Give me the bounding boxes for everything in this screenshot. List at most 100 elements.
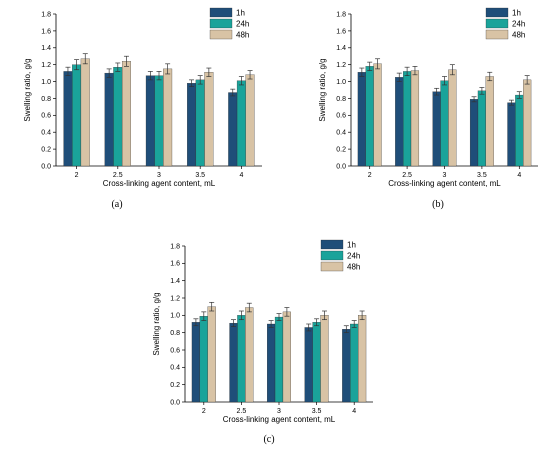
y-tick-label: 1.0 — [170, 313, 180, 320]
bar-48h-3.5 — [485, 76, 494, 167]
legend-swatch-48h — [320, 261, 344, 272]
legend-label-24h: 24h — [236, 20, 249, 29]
y-tick-label: 0.4 — [41, 130, 51, 137]
bar-24h-2.5 — [237, 315, 246, 403]
bar-48h-3 — [282, 311, 291, 403]
bar-1h-4 — [507, 102, 516, 167]
bar-1h-2 — [191, 322, 201, 403]
y-tick-label: 1.6 — [336, 28, 346, 35]
bar-24h-4 — [515, 94, 524, 167]
legend-label-1h: 1h — [512, 9, 521, 18]
bar-24h-2 — [365, 66, 374, 167]
chart-panel: 0.0 0.2 0.4 0.6 0.8 1.0 1.2 1.4 1.6 1.8 Swelling r… — [152, 239, 373, 445]
bar-24h-4 — [236, 80, 246, 167]
bar-24h-3 — [154, 75, 164, 167]
y-tick-label: 1.6 — [41, 28, 51, 35]
x-tick-label: 4 — [239, 172, 243, 179]
bar-1h-2.5 — [229, 322, 238, 403]
y-tick-label: 1.0 — [336, 79, 346, 86]
bar-24h-2 — [72, 64, 82, 167]
bar-48h-3 — [448, 69, 457, 167]
bar-48h-4 — [523, 79, 532, 167]
bar-1h-3 — [267, 323, 276, 403]
legend: 1h 24h 48h — [209, 7, 249, 40]
bar-1h-4 — [342, 329, 351, 403]
legend-swatch-24h — [320, 250, 344, 261]
y-tick-label: 1.2 — [41, 62, 51, 69]
y-tick-label: 0.8 — [41, 96, 51, 103]
y-tick-label: 0.2 — [41, 147, 51, 154]
bar-1h-2 — [357, 72, 366, 167]
x-tick-label: 3.5 — [477, 172, 487, 179]
bar-24h-2 — [199, 316, 208, 403]
bar-48h-2 — [207, 306, 216, 403]
y-tick-label: 0.0 — [41, 163, 51, 170]
x-tick-label: 4 — [517, 172, 521, 179]
bar-1h-2.5 — [104, 72, 114, 167]
y-tick-label: 0.2 — [336, 147, 346, 154]
bar-24h-2.5 — [113, 67, 123, 167]
legend-swatch-24h — [209, 18, 233, 29]
x-tick-label: 3 — [277, 408, 281, 415]
bar-24h-3 — [274, 316, 284, 403]
x-tick-label: 2.5 — [237, 408, 247, 415]
y-tick-label: 1.0 — [41, 79, 51, 86]
x-tick-label: 4 — [352, 408, 356, 415]
legend-label-48h: 48h — [236, 31, 249, 40]
legend: 1h 24h 48h — [485, 7, 525, 40]
x-tick-label: 2.5 — [402, 172, 412, 179]
y-axis-title: Swelling ratio, g/g — [318, 58, 327, 121]
y-axis-title: Swelling ratio, g/g — [152, 292, 161, 355]
x-tick-label: 2 — [75, 172, 79, 179]
bar-48h-2 — [373, 63, 382, 167]
legend: 1h 24h 48h — [320, 239, 360, 272]
panel-label: (a) — [111, 199, 122, 210]
panel-label: (b) — [432, 199, 444, 210]
x-tick-label: 2 — [202, 408, 206, 415]
y-tick-label: 0.6 — [170, 347, 180, 354]
legend-swatch-1h — [485, 7, 509, 18]
y-tick-label: 0.4 — [170, 365, 180, 372]
bar-48h-3.5 — [204, 72, 214, 167]
legend-label-24h: 24h — [347, 252, 360, 261]
y-tick-label: 0.0 — [170, 399, 180, 406]
legend-label-1h: 1h — [347, 241, 356, 250]
y-tick-label: 0.6 — [336, 113, 346, 120]
y-tick-label: 1.6 — [170, 261, 180, 268]
bar-1h-4 — [228, 92, 238, 167]
bar-48h-4 — [245, 74, 255, 167]
x-axis-title: Cross-linking agent content, mL — [103, 179, 216, 188]
y-tick-label: 0.8 — [170, 330, 180, 337]
x-tick-label: 3.5 — [312, 408, 322, 415]
bar-1h-3.5 — [304, 327, 313, 403]
legend-swatch-1h — [209, 7, 233, 18]
chart-panels: 0.0 0.2 0.4 0.6 0.8 1.0 1.2 1.4 1.6 1.8 Swelling r… — [23, 7, 538, 445]
y-axis-title: Swelling ratio, g/g — [23, 58, 32, 121]
y-tick-label: 1.8 — [336, 11, 346, 18]
legend-label-24h: 24h — [512, 20, 525, 29]
y-tick-label: 0.4 — [336, 130, 346, 137]
bar-48h-2.5 — [245, 307, 254, 403]
x-tick-label: 3.5 — [195, 172, 205, 179]
bar-24h-4 — [350, 323, 359, 403]
bar-24h-3.5 — [312, 322, 321, 403]
legend-label-48h: 48h — [347, 263, 360, 272]
y-tick-label: 1.4 — [336, 45, 346, 52]
y-tick-label: 1.4 — [170, 278, 180, 285]
bar-1h-2.5 — [395, 77, 404, 167]
y-tick-label: 1.8 — [41, 11, 51, 18]
bar-48h-2.5 — [410, 70, 420, 167]
legend-label-48h: 48h — [512, 31, 525, 40]
y-tick-label: 1.2 — [336, 62, 346, 69]
y-tick-label: 0.0 — [336, 163, 346, 170]
chart-panel: 0.0 0.2 0.4 0.6 0.8 1.0 1.2 1.4 1.6 1.8 Swelling r… — [23, 7, 262, 210]
panel-label: (c) — [263, 434, 274, 445]
x-axis-title: Cross-linking agent content, mL — [388, 179, 501, 188]
y-tick-label: 1.8 — [170, 243, 180, 250]
y-tick-label: 0.6 — [41, 113, 51, 120]
y-tick-label: 0.8 — [336, 96, 346, 103]
y-tick-label: 1.2 — [170, 295, 180, 302]
x-axis-title: Cross-linking agent content, mL — [223, 415, 336, 424]
chart-panel: 0.0 0.2 0.4 0.6 0.8 1.0 1.2 1.4 1.6 1.8 Swelling r… — [318, 7, 538, 210]
